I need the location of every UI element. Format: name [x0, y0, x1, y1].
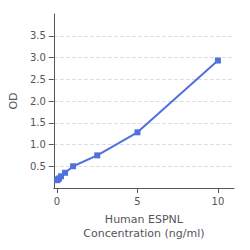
svg-text:5: 5 [134, 196, 140, 207]
svg-text:0.5: 0.5 [30, 161, 46, 172]
svg-text:3.0: 3.0 [30, 52, 46, 63]
svg-text:0: 0 [54, 196, 60, 207]
svg-text:10: 10 [212, 196, 225, 207]
svg-text:1.5: 1.5 [30, 117, 46, 128]
svg-text:OD: OD [7, 92, 20, 109]
svg-text:2.5: 2.5 [30, 74, 46, 85]
svg-text:1.0: 1.0 [30, 139, 46, 150]
svg-text:Concentration (ng/ml): Concentration (ng/ml) [83, 227, 204, 240]
svg-text:3.5: 3.5 [30, 30, 46, 41]
svg-text:Human ESPNL: Human ESPNL [105, 213, 184, 226]
svg-text:2.0: 2.0 [30, 96, 46, 107]
